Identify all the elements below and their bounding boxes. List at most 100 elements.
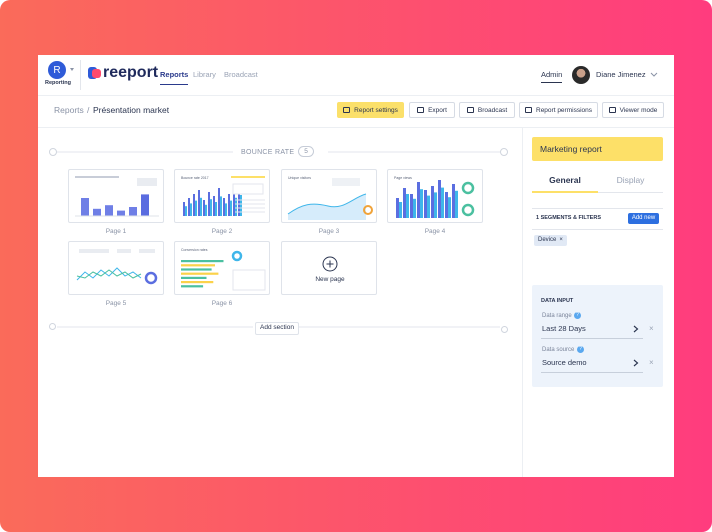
- page-label: Page 3: [318, 228, 340, 235]
- remove[interactable]: ×: [559, 237, 563, 243]
- mini-bar: [399, 202, 402, 218]
- mini-donut: [231, 250, 243, 262]
- avatar[interactable]: [572, 66, 590, 84]
- mini-bar: [410, 194, 413, 218]
- add-section[interactable]: Add section: [255, 322, 299, 335]
- tab-active[interactable]: General: [549, 175, 581, 185]
- button[interactable]: Broadcast: [459, 102, 515, 118]
- chevron-line: [633, 359, 639, 367]
- nav-item[interactable]: Reports: [160, 71, 189, 85]
- page-thumbnail[interactable]: Page views: [387, 169, 483, 223]
- add-filter[interactable]: Add new: [628, 213, 659, 224]
- rule: [532, 229, 663, 230]
- brand: reeport: [103, 64, 159, 81]
- button-label: Report permissions: [536, 106, 592, 114]
- mini-title: [139, 249, 155, 253]
- breadcrumb[interactable]: Reports: [54, 105, 84, 115]
- app-switcher[interactable]: R: [48, 61, 66, 79]
- chevron: [633, 325, 639, 333]
- page-label: Page 5: [105, 300, 127, 307]
- filter-chip[interactable]: Device ×: [534, 235, 567, 246]
- nav-item[interactable]: Broadcast: [224, 70, 258, 79]
- mini-bar: [218, 188, 220, 216]
- mini-donut: [461, 181, 475, 195]
- new-page-label: New page: [315, 276, 345, 283]
- app-window: R Reporting reeport Reports Library Broa…: [38, 55, 674, 477]
- mini-bar: [403, 188, 406, 218]
- page-thumbnail[interactable]: Conversion rates: [174, 241, 270, 295]
- page-thumbnail[interactable]: Bounce rate 2017: [174, 169, 270, 223]
- mini-bar: [420, 189, 423, 218]
- mini-bar: [235, 197, 237, 216]
- mini-bar: [81, 198, 89, 216]
- new-page-icon: [322, 256, 338, 272]
- mini-bar: [117, 210, 125, 216]
- mini-bar: [181, 268, 212, 271]
- role[interactable]: Admin: [541, 71, 563, 83]
- clear-field[interactable]: ×: [649, 324, 654, 333]
- mini-bar: [215, 202, 217, 216]
- rule: [532, 208, 663, 209]
- field-value[interactable]: Source demo: [542, 358, 587, 367]
- data-input-title: DATA INPUT: [541, 298, 574, 304]
- mini-bar: [406, 194, 409, 218]
- mini-bar: [417, 182, 420, 218]
- page-label: Page 2: [211, 228, 233, 235]
- user-name[interactable]: Diane Jimenez: [596, 70, 646, 79]
- divider: [80, 60, 81, 90]
- plus-circle: [322, 256, 338, 272]
- mini-bar: [441, 187, 444, 218]
- mini-bar: [181, 281, 214, 284]
- page-preview: Unique visitors: [287, 176, 373, 220]
- mini-bar: [448, 197, 451, 218]
- mini-bar: [424, 190, 427, 218]
- handle: [49, 323, 56, 330]
- button[interactable]: Report settings: [337, 102, 404, 118]
- mini-bar: [438, 180, 441, 218]
- page-preview-title: Conversion rates: [181, 248, 208, 252]
- report-name[interactable]: Marketing report: [532, 137, 663, 161]
- segments-title: 1 SEGMENTS & FILTERS: [536, 215, 601, 221]
- handle: [501, 326, 508, 333]
- button-label: Viewer mode: [619, 106, 658, 114]
- mini-bar: [198, 190, 200, 216]
- mini-title: [75, 176, 119, 178]
- field-value[interactable]: Last 28 Days: [542, 324, 586, 333]
- mini-bar: [452, 184, 455, 218]
- page-thumbnail[interactable]: [68, 241, 164, 295]
- button[interactable]: Export: [409, 102, 455, 118]
- page-label: Page 1: [105, 228, 127, 235]
- tab[interactable]: Display: [616, 175, 645, 185]
- field-underline: [541, 338, 643, 339]
- page-thumbnail[interactable]: [68, 169, 164, 223]
- user-menu-chevron[interactable]: [650, 72, 658, 78]
- mini-bar: [238, 186, 240, 216]
- mini-bar: [195, 200, 197, 216]
- mini-box: [232, 269, 266, 291]
- chevron: [650, 72, 658, 77]
- mini-bar: [427, 195, 430, 218]
- nav-item[interactable]: Library: [193, 70, 216, 79]
- mini-line: [76, 267, 142, 281]
- mini-box: [232, 183, 264, 195]
- mini-bar: [181, 264, 215, 267]
- help-icon[interactable]: ?: [577, 346, 584, 353]
- sidebar: [522, 128, 674, 477]
- mini-bar: [193, 194, 195, 216]
- help-icon[interactable]: ?: [574, 312, 581, 319]
- mini-bar: [208, 192, 210, 216]
- mini-title: [79, 249, 109, 253]
- mini-box: [137, 178, 157, 186]
- button[interactable]: Report permissions: [519, 102, 598, 118]
- mini-bar: [190, 203, 192, 216]
- mini-area: [288, 194, 366, 220]
- app-label: Reporting: [45, 80, 71, 86]
- mini-bar: [220, 196, 222, 216]
- clear-field[interactable]: ×: [649, 358, 654, 367]
- mini-accent: [231, 176, 265, 178]
- new-page[interactable]: New page: [281, 241, 377, 295]
- page-thumbnail[interactable]: Unique visitors: [281, 169, 377, 223]
- button[interactable]: Viewer mode: [602, 102, 664, 118]
- icon: [466, 107, 474, 113]
- mini-bar: [185, 206, 187, 216]
